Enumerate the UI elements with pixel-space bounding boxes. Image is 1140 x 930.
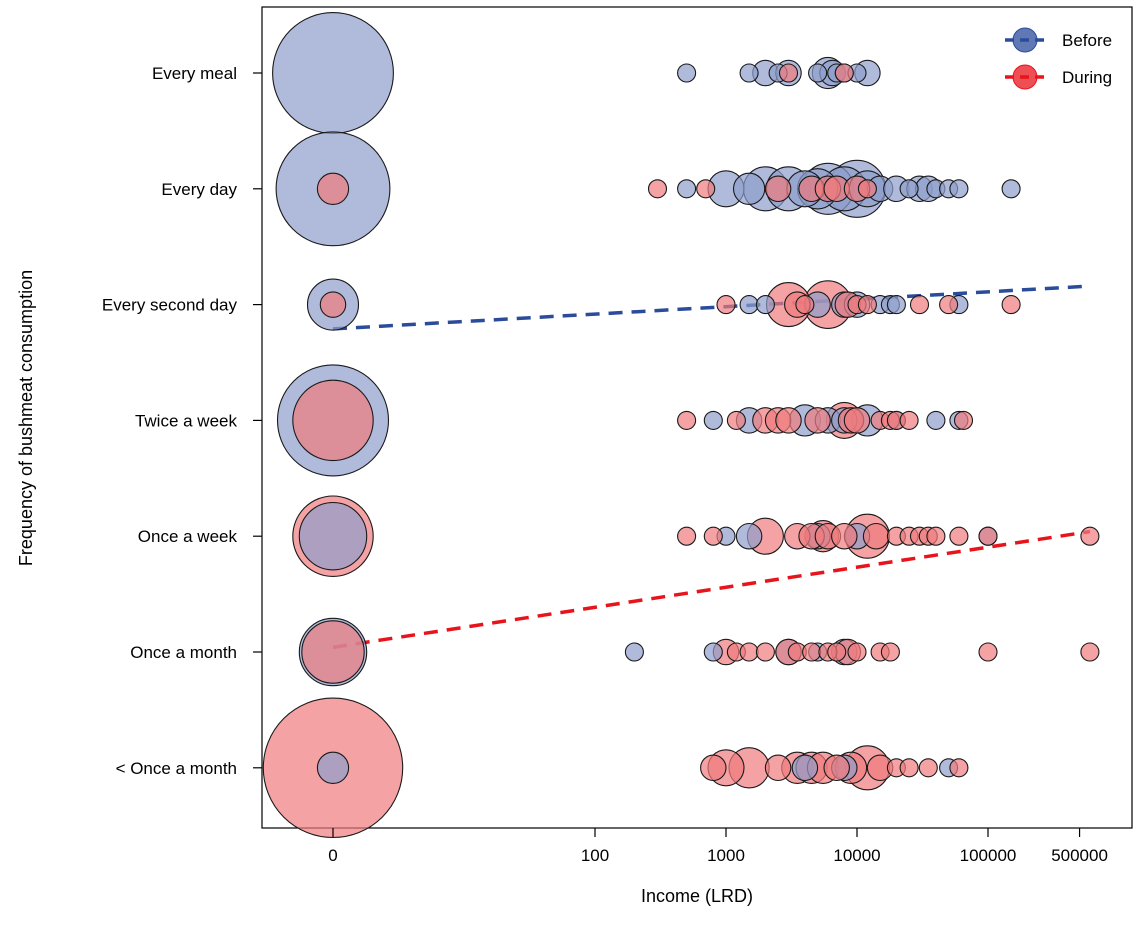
bubble-before	[316, 751, 350, 784]
bubble-points	[262, 12, 1100, 839]
bubble-during	[755, 642, 775, 662]
legend-label-during: During	[1062, 68, 1112, 87]
bubble-during	[823, 754, 850, 782]
y-tick-label: Every day	[161, 180, 237, 199]
bubble-during	[926, 526, 946, 546]
bubble-during	[978, 642, 998, 662]
y-tick-label: < Once a month	[116, 759, 237, 778]
bubble-before	[949, 179, 969, 199]
bubble-during	[847, 642, 867, 662]
bubble-during	[953, 410, 974, 430]
bubble-before	[1001, 179, 1021, 199]
bubble-during	[899, 758, 919, 778]
bubble-during	[647, 179, 668, 199]
bubble-during	[834, 63, 854, 83]
y-axis: Every meal Every day Every second day Twice…	[102, 64, 262, 778]
bubble-during	[857, 295, 877, 315]
bubble-during	[677, 410, 697, 430]
bubble-during	[764, 754, 792, 782]
bubble-during	[316, 172, 350, 205]
bubble-before	[899, 179, 919, 199]
bubble-before	[272, 12, 394, 134]
bubble-before	[735, 522, 763, 550]
bubble-during	[795, 295, 815, 315]
bubble-during	[949, 526, 969, 546]
bubble-during	[319, 291, 347, 318]
legend-marker-during	[1012, 64, 1038, 90]
bubble-before	[808, 63, 828, 83]
bubble-before	[926, 410, 946, 430]
bubble-during	[843, 407, 871, 434]
bubble-before	[677, 179, 697, 199]
bubble-during	[696, 179, 716, 199]
bubble-during	[301, 620, 365, 684]
bubble-during	[918, 758, 938, 778]
bubble-during	[292, 379, 374, 462]
x-tick-label: 1000	[707, 846, 745, 865]
bubble-during	[831, 522, 858, 550]
bubble-before	[677, 63, 697, 83]
bubble-before	[791, 754, 819, 782]
bubble-during	[802, 642, 822, 662]
bubble-during	[1080, 642, 1100, 662]
x-tick-label: 500000	[1051, 846, 1108, 865]
bubble-before	[755, 295, 775, 315]
y-tick-label: Once a week	[138, 527, 238, 546]
bubble-during	[880, 642, 900, 662]
bubble-during	[703, 526, 723, 546]
y-tick-label: Every second day	[102, 296, 238, 315]
bubble-during	[949, 758, 969, 778]
bubble-during	[857, 179, 877, 199]
bubble-before	[886, 295, 906, 315]
bubble-during	[939, 295, 959, 315]
y-tick-label: Every meal	[152, 64, 237, 83]
bubble-before	[732, 172, 766, 205]
bubble-during	[775, 407, 802, 434]
trend-line-before	[332, 284, 1091, 331]
bubble-during	[764, 175, 792, 203]
bubble-during	[778, 63, 799, 83]
trend-line-during	[332, 529, 1091, 650]
x-tick-label: 10000	[833, 846, 880, 865]
y-axis-title: Frequency of bushmeat consumption	[16, 270, 36, 566]
trend-lines	[332, 284, 1091, 650]
bubble-before	[739, 295, 759, 315]
x-tick-label: 100	[581, 846, 609, 865]
bubble-before	[703, 642, 723, 662]
legend-label-before: Before	[1062, 31, 1112, 50]
bubble-during	[899, 410, 919, 430]
bubble-before	[298, 501, 368, 571]
bubble-during	[677, 526, 697, 546]
y-tick-label: Twice a week	[135, 411, 238, 430]
legend-marker-before	[1012, 27, 1038, 53]
bubble-during	[700, 754, 727, 782]
bubble-during	[716, 295, 736, 315]
bubble-during	[827, 642, 847, 662]
y-tick-label: Once a month	[130, 643, 237, 662]
x-tick-label: 0	[328, 846, 337, 865]
bubble-before	[703, 410, 723, 430]
bubble-during	[862, 522, 890, 550]
plot-frame	[261, 6, 1133, 829]
bubble-during	[978, 526, 998, 546]
bubble-during	[739, 642, 759, 662]
x-axis: 0 100 1000 10000 100000 500000	[328, 828, 1108, 865]
x-tick-label: 100000	[960, 846, 1017, 865]
bubble-during	[1001, 295, 1021, 315]
bubble-during	[909, 295, 930, 315]
bubble-before	[624, 642, 644, 662]
bubble-during	[1080, 526, 1100, 546]
bubble-during	[726, 410, 746, 430]
x-axis-title: Income (LRD)	[641, 886, 753, 906]
bubble-before	[739, 63, 759, 83]
bubble-during	[804, 407, 831, 434]
legend: Before During	[1005, 27, 1112, 90]
